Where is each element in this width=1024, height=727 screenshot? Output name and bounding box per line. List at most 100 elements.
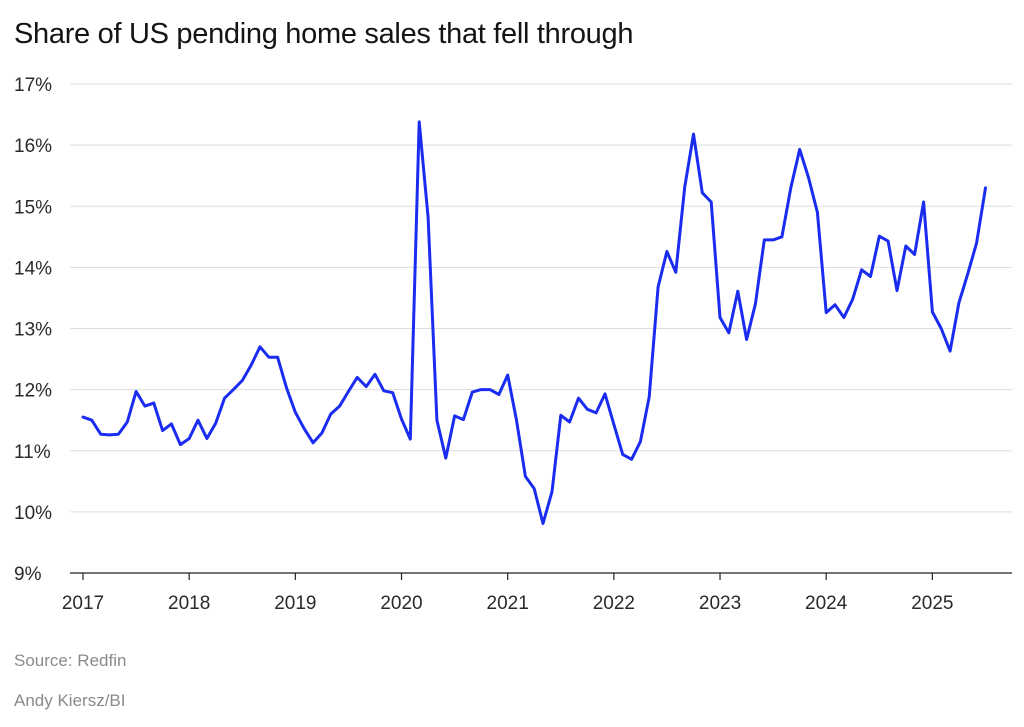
data-point <box>365 385 368 388</box>
data-point <box>630 458 633 461</box>
data-point <box>904 245 907 248</box>
data-point <box>913 253 916 256</box>
data-point <box>391 391 394 394</box>
x-tick-label: 2023 <box>699 593 741 614</box>
data-point <box>188 437 191 440</box>
data-point <box>825 311 828 314</box>
data-point <box>577 397 580 400</box>
data-point <box>197 419 200 422</box>
data-point <box>648 396 651 399</box>
x-tick-label: 2022 <box>593 593 635 614</box>
data-point <box>674 271 677 274</box>
x-tick-label: 2017 <box>62 593 104 614</box>
data-point <box>612 423 615 426</box>
data-point <box>789 186 792 189</box>
data-point <box>736 290 739 293</box>
data-point <box>665 250 668 253</box>
data-point <box>285 386 288 389</box>
data-point <box>152 402 155 405</box>
data-point <box>179 443 182 446</box>
data-point <box>542 522 545 525</box>
x-tick-label: 2019 <box>274 593 316 614</box>
data-point <box>966 273 969 276</box>
data-point <box>984 186 987 189</box>
data-point <box>400 418 403 421</box>
data-point <box>639 440 642 443</box>
source-note: Source: Redfin <box>14 651 127 670</box>
data-point <box>568 421 571 424</box>
data-point <box>320 432 323 435</box>
data-point <box>90 419 93 422</box>
data-point <box>214 422 217 425</box>
data-point <box>117 433 120 436</box>
data-point <box>126 421 129 424</box>
data-point <box>683 186 686 189</box>
y-tick-label: 13% <box>14 320 52 341</box>
data-point <box>887 240 890 243</box>
data-point <box>205 437 208 440</box>
data-point <box>834 303 837 306</box>
x-tick-label: 2018 <box>168 593 210 614</box>
data-point <box>259 345 262 348</box>
data-point <box>223 397 226 400</box>
data-point <box>418 120 421 123</box>
author-credit: Andy Kiersz/BI <box>14 691 126 710</box>
data-point <box>551 490 554 493</box>
data-point <box>842 316 845 319</box>
series-group <box>81 120 987 525</box>
data-point <box>816 211 819 214</box>
data-point <box>940 327 943 330</box>
data-point <box>82 416 85 419</box>
data-point <box>798 148 801 151</box>
data-point <box>692 133 695 136</box>
data-point <box>727 331 730 334</box>
data-point <box>462 418 465 421</box>
data-point <box>851 298 854 301</box>
data-point <box>374 373 377 376</box>
data-point <box>922 201 925 204</box>
data-point <box>276 356 279 359</box>
data-point <box>807 176 810 179</box>
data-point <box>754 303 757 306</box>
data-point <box>99 433 102 436</box>
data-point <box>480 388 483 391</box>
y-axis: 9% 10% 11% 12% 13% 14% 15% 16% 17% <box>14 75 52 585</box>
data-point <box>497 393 500 396</box>
data-point <box>329 413 332 416</box>
series-line <box>81 120 987 525</box>
data-point <box>772 238 775 241</box>
data-point <box>957 301 960 304</box>
y-tick-label: 15% <box>14 197 52 218</box>
data-point <box>382 389 385 392</box>
data-point <box>294 411 297 414</box>
data-point <box>471 391 474 394</box>
data-point <box>303 427 306 430</box>
y-tick-label: 14% <box>14 258 52 279</box>
data-point <box>931 311 934 314</box>
x-tick-label: 2020 <box>380 593 422 614</box>
data-point <box>515 419 518 422</box>
data-point <box>763 238 766 241</box>
data-point <box>427 216 430 219</box>
data-point <box>780 235 783 238</box>
y-tick-label: 9% <box>14 564 42 585</box>
data-point <box>267 356 270 359</box>
data-point <box>657 285 660 288</box>
data-point <box>143 405 146 408</box>
data-point <box>595 411 598 414</box>
y-tick-label: 12% <box>14 381 52 402</box>
data-point <box>719 316 722 319</box>
data-point <box>745 338 748 341</box>
x-axis: 2017 2018 2019 2020 2021 2022 2023 2024 2025 <box>62 573 954 614</box>
data-point <box>524 475 527 478</box>
data-point <box>701 191 704 194</box>
data-point <box>444 457 447 460</box>
data-point <box>409 438 412 441</box>
data-point <box>586 408 589 411</box>
y-tick-label: 10% <box>14 503 52 524</box>
y-tick-label: 11% <box>14 442 51 463</box>
x-tick-label: 2021 <box>487 593 529 614</box>
x-tick-label: 2024 <box>805 593 848 614</box>
data-point <box>975 241 978 244</box>
data-point <box>710 201 713 204</box>
